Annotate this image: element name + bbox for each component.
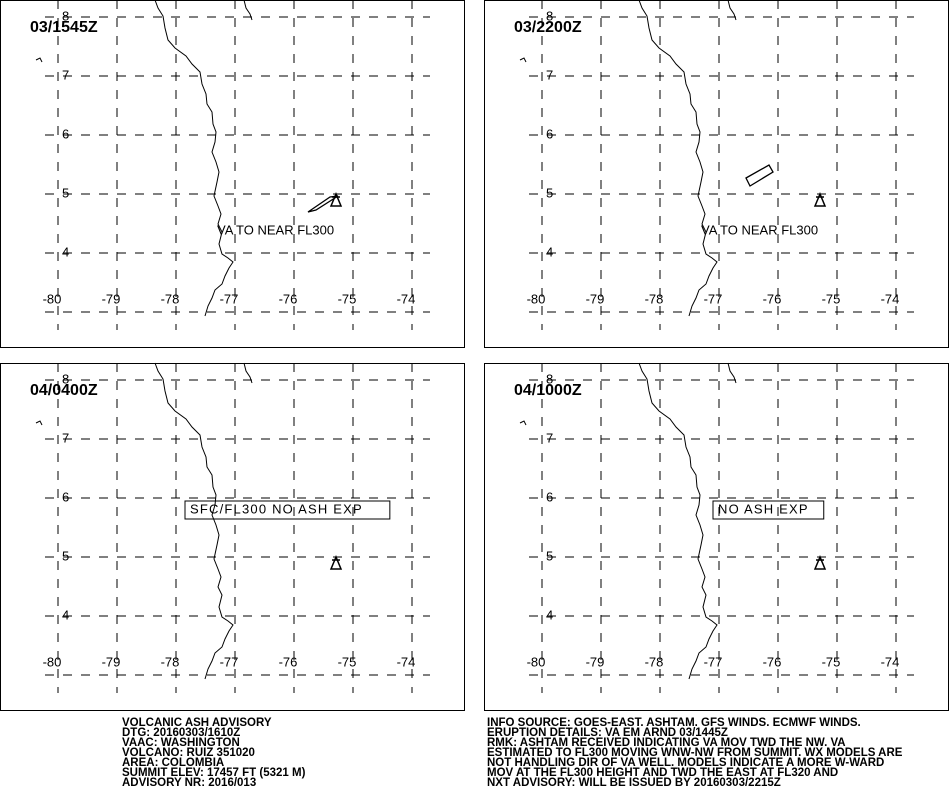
lon-label: -80 [43, 291, 62, 306]
valid-time: 04/1000Z [514, 382, 582, 399]
panel-frame [484, 363, 949, 711]
lat-label: 6 [546, 126, 553, 141]
lon-label: -76 [763, 654, 782, 669]
advisory-line: SUMMIT ELEV: 17457 FT (5321 M) [122, 767, 306, 779]
lat-label: 8 [546, 371, 553, 386]
lon-label: -79 [102, 291, 121, 306]
coastline [638, 0, 718, 317]
annotation: VA TO NEAR FL300 [701, 222, 818, 237]
lon-label: -75 [822, 291, 841, 306]
annotation: VA TO NEAR FL300 [217, 222, 334, 237]
lat-label: 8 [62, 8, 69, 23]
advisory-line: VAAC: WASHINGTON [122, 737, 240, 749]
lon-label: -74 [397, 291, 416, 306]
ash-area [745, 164, 774, 187]
panel-frame [484, 0, 949, 348]
coastline [638, 362, 718, 680]
lat-label: 5 [546, 185, 553, 200]
coastline [35, 57, 43, 63]
volcano-symbol [813, 555, 827, 570]
valid-time: 04/0400Z [30, 382, 98, 399]
lat-label: 4 [62, 244, 69, 259]
advisory-line: ERUPTION DETAILS: VA EM ARND 03/1445Z [487, 727, 728, 739]
advisory-line: RMK: ASHTAM RECEIVED INDICATING VA MOV T… [487, 737, 846, 749]
coastline [727, 362, 737, 384]
coastline [243, 362, 253, 384]
lon-label: -74 [881, 291, 900, 306]
coastline [154, 0, 234, 317]
volcano-symbol [329, 555, 343, 570]
lon-label: -80 [43, 654, 62, 669]
coastline [35, 420, 43, 426]
coastline [519, 57, 527, 63]
lat-label: 4 [62, 607, 69, 622]
coastline [519, 420, 527, 426]
lon-label: -76 [279, 654, 298, 669]
lon-label: -76 [763, 291, 782, 306]
advisory-line: NOT HANDLING DIR OF VA WELL. MODELS INDI… [487, 757, 884, 769]
coastline [154, 362, 234, 680]
lon-label: -75 [338, 291, 357, 306]
lat-label: 6 [546, 489, 553, 504]
lat-label: 7 [62, 67, 69, 82]
map-panel: 8 7 6 5 4 -80 -79 -78 -77 -76 -75 -74 03/1545Z VA TO … [0, 0, 465, 348]
coastline [727, 0, 737, 21]
lat-label: 5 [546, 548, 553, 563]
lon-label: -79 [102, 654, 121, 669]
lat-label: 8 [546, 8, 553, 23]
lat-label: 6 [62, 126, 69, 141]
lon-label: -77 [704, 291, 723, 306]
map-panel: 8 7 6 5 4 -80 -79 -78 -77 -76 -75 -74 04/1000Z NO ASH… [484, 362, 949, 711]
advisory-line: DTG: 20160303/1610Z [122, 727, 240, 739]
panel-frame [0, 0, 465, 348]
annotation-box [712, 500, 825, 520]
panel-frame [0, 363, 465, 711]
lon-label: -79 [586, 291, 605, 306]
advisory-line: NXT ADVISORY: WILL BE ISSUED BY 20160303… [487, 777, 781, 789]
lon-label: -77 [220, 291, 239, 306]
advisory-line: MOV AT THE FL300 HEIGHT AND TWD THE EAST… [487, 767, 838, 779]
lat-label: 6 [62, 489, 69, 504]
lon-label: -80 [527, 291, 546, 306]
map-panel: 8 7 6 5 4 -80 -79 -78 -77 -76 -75 -74 04/0400Z SFC/FL… [0, 362, 465, 711]
lat-label: 7 [546, 430, 553, 445]
advisory-line: VOLCANO: RUIZ 351020 [122, 747, 255, 759]
lat-label: 5 [62, 548, 69, 563]
advisory-line: AREA: COLOMBIA [122, 757, 224, 769]
lat-label: 7 [62, 430, 69, 445]
lon-label: -78 [161, 291, 180, 306]
lon-label: -75 [338, 654, 357, 669]
valid-time: 03/1545Z [30, 19, 98, 36]
lat-label: 8 [62, 371, 69, 386]
coastline [243, 0, 253, 21]
lon-label: -74 [881, 654, 900, 669]
annotation-box [184, 500, 391, 520]
advisory-line: ADVISORY NR: 2016/013 [122, 777, 256, 789]
map-panel: 8 7 6 5 4 -80 -79 -78 -77 -76 -75 -74 03/2200Z VA TO … [484, 0, 949, 348]
lon-label: -80 [527, 654, 546, 669]
ash-area [307, 195, 339, 213]
lon-label: -78 [645, 291, 664, 306]
advisory-line: VOLCANIC ASH ADVISORY [122, 717, 272, 729]
lon-label: -77 [704, 654, 723, 669]
lon-label: -76 [279, 291, 298, 306]
advisory-line: INFO SOURCE: GOES-EAST. ASHTAM. GFS WIND… [487, 717, 861, 729]
lat-label: 5 [62, 185, 69, 200]
lon-label: -75 [822, 654, 841, 669]
lat-label: 7 [546, 67, 553, 82]
volcano-symbol [813, 192, 827, 207]
annotation: SFC/FL300 NO ASH EXP [190, 501, 363, 516]
lat-label: 4 [546, 607, 553, 622]
annotation: NO ASH EXP [718, 501, 809, 516]
lat-label: 4 [546, 244, 553, 259]
lon-label: -77 [220, 654, 239, 669]
advisory-line: ESTIMATED TO FL300 MOVING WNW-NW FROM SU… [487, 747, 903, 759]
valid-time: 03/2200Z [514, 19, 582, 36]
lon-label: -78 [161, 654, 180, 669]
lon-label: -79 [586, 654, 605, 669]
lon-label: -74 [397, 654, 416, 669]
lon-label: -78 [645, 654, 664, 669]
